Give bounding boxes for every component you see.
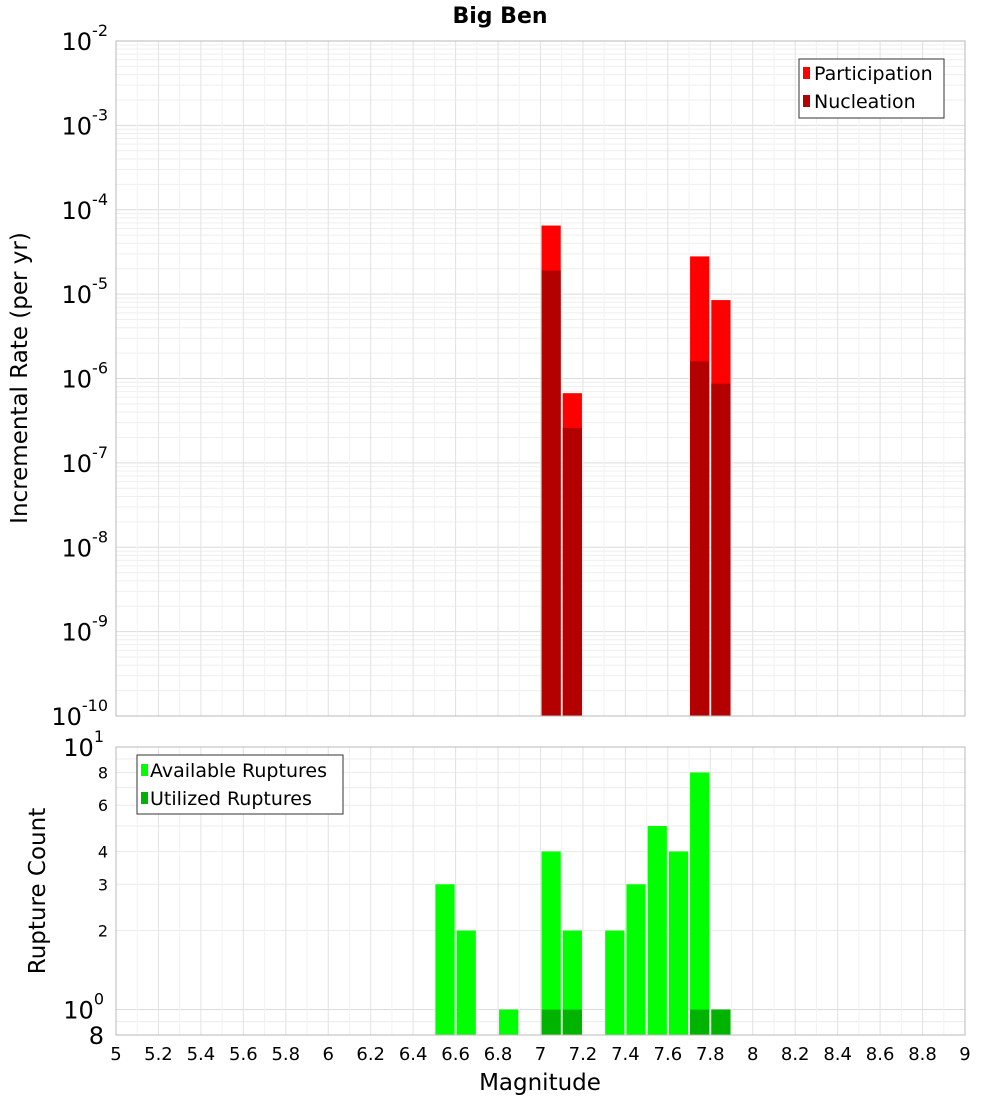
available-ruptures-bar <box>626 884 646 1035</box>
bottom-plot-frame <box>115 746 966 1036</box>
available-ruptures-bar <box>435 884 455 1035</box>
available-ruptures-bar <box>562 930 582 1035</box>
top-legend-label: Nucleation <box>814 91 916 113</box>
available-ruptures-bar <box>668 851 689 1035</box>
bottom-legend-swatch <box>141 764 148 776</box>
top-y-tick-label: 10-4 <box>62 190 109 225</box>
bottom-y-tick-label: 4 <box>98 842 108 861</box>
utilized-ruptures-bar <box>562 1009 582 1035</box>
chart-title: Big Ben <box>452 4 547 29</box>
top-legend-swatch <box>803 67 810 79</box>
top-y-tick-label: 10-10 <box>51 696 108 731</box>
top-legend: Participation Nucleation <box>798 58 945 119</box>
utilized-ruptures-bar <box>541 1009 561 1035</box>
x-tick-label: 9 <box>959 1044 970 1065</box>
available-ruptures-bar <box>605 930 625 1035</box>
x-tick-label: 8.4 <box>823 1044 852 1065</box>
bottom-y-tick-label: 101 <box>63 727 104 762</box>
x-tick-label: 5.2 <box>144 1044 173 1065</box>
top-y-tick-label: 10-7 <box>62 443 109 478</box>
top-legend-swatch <box>803 95 810 107</box>
x-tick-label: 7.4 <box>611 1044 640 1065</box>
top-y-axis-label: Incremental Rate (per yr) <box>7 232 33 524</box>
x-tick-label: 7.2 <box>569 1044 598 1065</box>
x-tick-label: 5.8 <box>271 1044 300 1065</box>
x-tick-label: 8.6 <box>866 1044 895 1065</box>
bottom-y-tick-label: 8 <box>98 763 108 782</box>
available-ruptures-bar <box>690 772 710 1035</box>
x-tick-label: 8.2 <box>781 1044 810 1065</box>
rate-plot: 10-10 10-9 10-8 10-7 10-6 10-5 10-4 10-3 10-2 Par… <box>51 21 966 731</box>
bottom-y-tick-label: 2 <box>98 922 108 941</box>
bottom-y-tick-label: 100 <box>63 990 104 1025</box>
top-y-tick-label: 10-9 <box>62 612 109 647</box>
x-tick-label: 6 <box>323 1044 334 1065</box>
available-ruptures-bar <box>647 826 667 1035</box>
top-legend-label: Participation <box>814 63 933 85</box>
bottom-legend-label: Available Ruptures <box>150 760 327 782</box>
x-tick-label: 8.8 <box>908 1044 937 1065</box>
x-tick-label: 5.6 <box>229 1044 258 1065</box>
top-plot-frame <box>115 40 966 717</box>
x-tick-label: 6.6 <box>441 1044 470 1065</box>
top-y-tick-label: 10-2 <box>62 21 109 56</box>
x-tick-label: 7.6 <box>654 1044 683 1065</box>
x-tick-label: 6.2 <box>356 1044 385 1065</box>
top-y-tick-label: 10-3 <box>62 105 109 140</box>
top-y-tick-label: 10-5 <box>62 274 109 309</box>
x-tick-label: 5.4 <box>187 1044 216 1065</box>
x-axis-label: Magnitude <box>479 1070 601 1096</box>
bottom-y-tick-label: 8 <box>89 1022 104 1050</box>
available-ruptures-bar <box>541 851 561 1035</box>
nucleation-bar <box>562 427 582 716</box>
available-ruptures-bar <box>499 1009 519 1035</box>
x-tick-label: 7.8 <box>696 1044 725 1065</box>
available-ruptures-bar <box>456 930 476 1035</box>
x-tick-label: 6.4 <box>399 1044 428 1065</box>
x-tick-label: 7 <box>535 1044 546 1065</box>
nucleation-bar <box>690 361 710 716</box>
top-y-tick-label: 10-6 <box>62 359 109 394</box>
x-tick-label: 6.8 <box>484 1044 513 1065</box>
nucleation-bar <box>541 270 561 716</box>
bottom-legend-label: Utilized Ruptures <box>150 788 312 810</box>
bottom-legend-swatch <box>141 792 148 804</box>
x-tick-label: 8 <box>747 1044 758 1065</box>
top-legend-box <box>798 58 945 119</box>
bottom-y-tick-label: 3 <box>98 875 108 894</box>
utilized-ruptures-bar <box>690 1009 710 1035</box>
bottom-legend: Available Ruptures Utilized Ruptures <box>136 754 344 815</box>
nucleation-bar <box>711 383 731 716</box>
bottom-legend-box <box>136 754 344 815</box>
top-y-tick-label: 10-8 <box>62 527 109 562</box>
bottom-y-axis-label: Rupture Count <box>25 808 51 974</box>
bottom-y-tick-label: 6 <box>98 796 108 815</box>
x-tick-label: 5 <box>110 1044 121 1065</box>
utilized-ruptures-bar <box>711 1009 731 1035</box>
